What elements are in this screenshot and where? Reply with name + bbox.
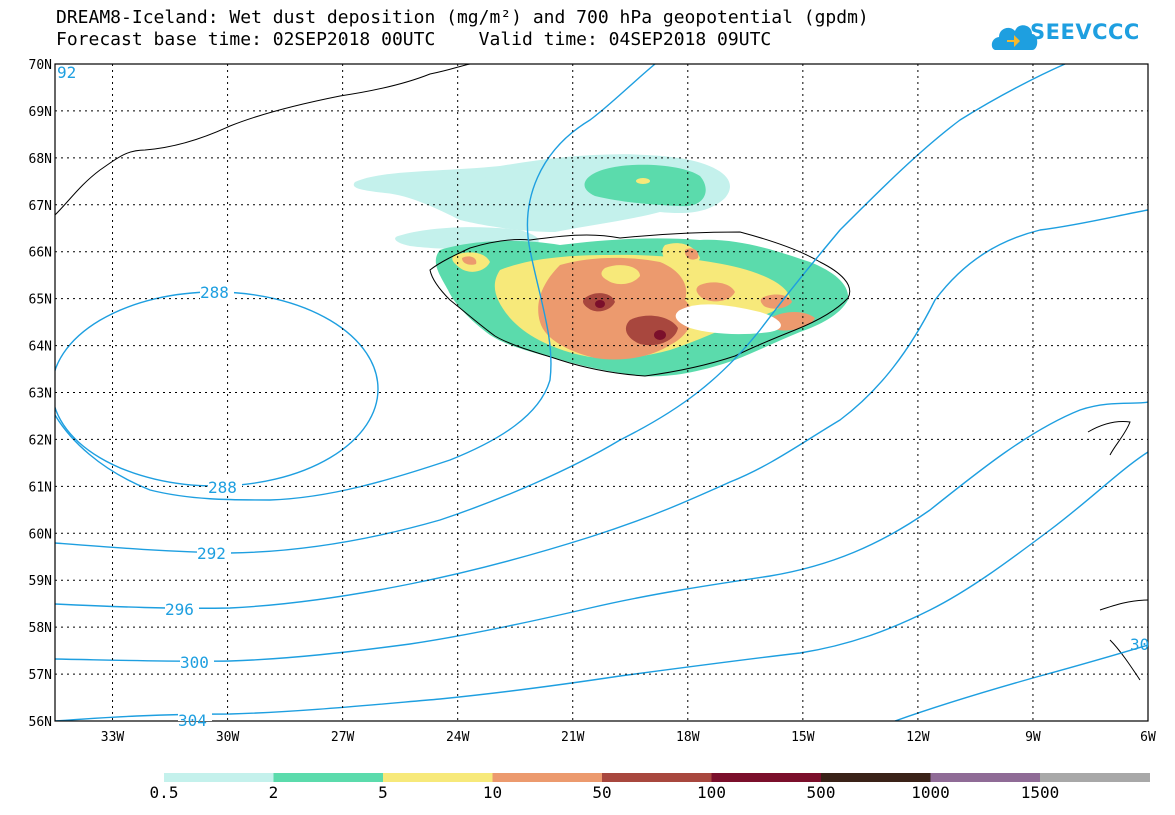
lat-tick-label: 58N [29,621,52,636]
geopotential-contours [55,64,1148,721]
coastline [55,64,1148,681]
dust-deposition-field [353,154,849,377]
lon-tick-label: 33W [101,730,125,745]
graticule [55,64,1148,721]
colorbar-label: 5 [378,783,388,802]
colorbar-label: 0.5 [149,783,179,802]
cloud-icon [991,25,1038,50]
lat-tick-label: 65N [29,293,52,308]
forecast-times: Forecast base time: 02SEP2018 00UTC Vali… [56,29,772,50]
axis-labels: 70N 69N 68N 67N 66N 65N 64N 63N 62N 61N 60N 59N 58N 5… [29,58,1156,745]
contour-label: 304 [178,711,207,730]
colorbar-label: 2 [268,783,279,802]
contour-label: 288 [208,478,237,497]
colorbar [164,773,1150,782]
lat-tick-label: 60N [29,527,52,542]
contour-label: 292 [197,544,226,563]
colorbar-swatch [930,773,1041,782]
lon-tick-label: 27W [331,730,355,745]
map-title: DREAM8-Iceland: Wet dust deposition (mg/… [56,7,869,28]
lat-tick-label: 68N [29,152,52,167]
contour-label: 30 [1130,635,1149,654]
colorbar-swatch [1040,773,1150,782]
colorbar-swatch [711,773,822,782]
contour-label: 92 [57,63,76,82]
lat-tick-label: 57N [29,668,52,683]
colorbar-swatch [492,773,603,782]
colorbar-swatch [164,773,274,782]
lat-tick-label: 59N [29,574,52,589]
lon-tick-label: 9W [1025,730,1041,745]
lat-tick-label: 62N [29,433,52,448]
colorbar-label: 100 [697,783,726,802]
lat-tick-label: 69N [29,105,52,120]
lat-tick-label: 66N [29,246,52,261]
contour-label: 300 [180,653,209,672]
colorbar-swatch [273,773,384,782]
lat-tick-label: 67N [29,199,52,214]
lon-tick-label: 24W [446,730,470,745]
lon-tick-label: 6W [1140,730,1156,745]
brand-logo: SEEVCCC [1030,20,1140,44]
lon-tick-label: 30W [216,730,240,745]
colorbar-swatch [821,773,931,782]
lon-tick-label: 21W [561,730,585,745]
colorbar-swatch [602,773,712,782]
colorbar-label: 10 [482,783,503,802]
lat-tick-label: 61N [29,480,52,495]
lon-tick-label: 18W [676,730,700,745]
contour-label: 296 [165,600,194,619]
contour-label: 288 [200,283,229,302]
lat-tick-label: 70N [29,58,52,73]
colorbar-label: 1000 [911,783,950,802]
lat-tick-label: 63N [29,387,52,402]
map-frame [54,63,1149,722]
lat-tick-label: 64N [29,340,52,355]
lat-tick-label: 56N [29,715,52,730]
contour-labels: 288 288 292 296 300 304 92 30 [57,63,1149,730]
colorbar-label: 50 [592,783,612,802]
colorbar-label: 500 [806,783,836,802]
lon-tick-label: 15W [791,730,815,745]
lon-tick-label: 12W [906,730,930,745]
colorbar-swatch [383,773,493,782]
colorbar-label: 1500 [1020,783,1060,802]
